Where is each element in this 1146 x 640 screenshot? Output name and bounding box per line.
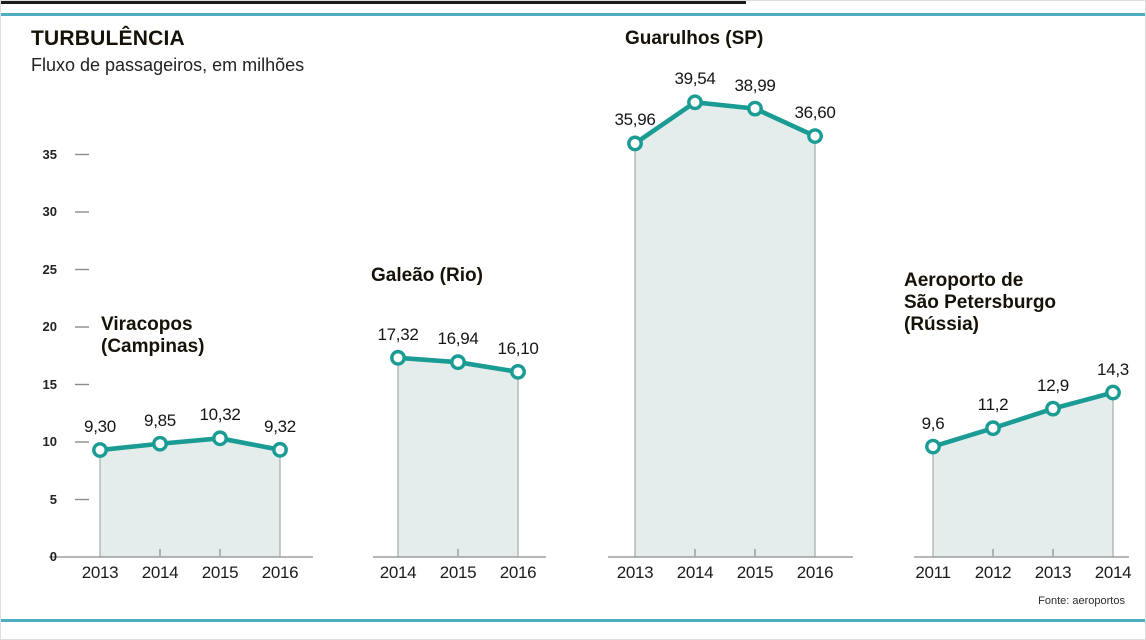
area-shape: [398, 357, 518, 557]
data-point-marker: [747, 100, 763, 117]
year-label: 2014: [379, 563, 417, 582]
year-label: 2016: [261, 563, 299, 582]
value-label: 9,32: [264, 416, 296, 436]
year-label: 2015: [439, 563, 477, 582]
value-label: 14,3: [1097, 359, 1129, 379]
y-axis-label: 25: [42, 261, 57, 277]
chart-title: Galeão (Rio): [371, 265, 483, 286]
top-black-bar: [1, 1, 746, 4]
y-axis-label: 20: [42, 319, 57, 334]
value-label: 16,10: [497, 338, 539, 358]
data-point-marker: [627, 135, 643, 152]
y-axis-label: 10: [42, 434, 57, 449]
data-line: [97, 436, 283, 453]
data-line: [632, 99, 818, 146]
y-axis-label: 5: [49, 491, 57, 507]
value-label: 12,9: [1037, 375, 1069, 395]
year-label: 2013: [616, 563, 654, 582]
data-point-marker: [272, 441, 288, 458]
area-shape: [100, 438, 280, 557]
value-label: 16,94: [437, 329, 479, 349]
year-label: 2013: [1034, 563, 1072, 582]
value-label: 9,6: [921, 413, 945, 433]
data-point-marker: [985, 420, 1001, 437]
y-axis-label: 15: [42, 376, 57, 392]
chart-title: Viracopos (Campinas): [101, 314, 205, 357]
y-axis-label: 0: [49, 549, 57, 564]
value-label: 11,2: [977, 395, 1009, 415]
top-accent-rule: [1, 13, 1145, 16]
year-label: 2014: [676, 563, 714, 582]
chart-title: Guarulhos (SP): [625, 28, 764, 49]
year-label: 2011: [915, 563, 951, 582]
year-label: 2013: [81, 563, 119, 582]
data-point-marker: [450, 354, 466, 371]
data-point-marker: [807, 128, 823, 145]
value-label: 10,32: [199, 405, 241, 425]
page-subtitle: Fluxo de passageiros, em milhões: [31, 55, 305, 75]
page-title: TURBULÊNCIA: [31, 27, 185, 50]
year-label: 2012: [974, 563, 1012, 582]
area-shape: [635, 102, 815, 557]
y-axis-label: 35: [42, 146, 57, 162]
year-label: 2016: [499, 563, 537, 582]
value-label: 35,96: [614, 110, 656, 130]
data-point-marker: [212, 430, 228, 447]
year-label: 2014: [1094, 563, 1132, 582]
data-point-marker: [92, 442, 108, 458]
year-label: 2014: [141, 563, 179, 582]
value-label: 39,54: [674, 69, 716, 89]
data-line: [930, 390, 1116, 449]
year-label: 2016: [796, 563, 834, 582]
bottom-accent-rule: [1, 619, 1145, 622]
chart-title: Aeroporto de São Petersburgo (Rússia): [904, 270, 1057, 335]
value-label: 9,85: [144, 410, 176, 430]
data-point-marker: [510, 363, 526, 380]
year-label: 2015: [201, 563, 239, 582]
data-point-marker: [925, 438, 941, 455]
y-axis-label: 30: [42, 204, 57, 219]
data-point-marker: [1105, 384, 1121, 401]
source-note: Fonte: aeroportos: [1038, 595, 1125, 607]
year-label: 2015: [736, 563, 774, 582]
data-point-marker: [1045, 400, 1061, 417]
data-point-marker: [152, 435, 168, 452]
value-label: 17,32: [377, 324, 419, 344]
value-label: 9,30: [84, 417, 116, 437]
data-point-marker: [687, 94, 703, 111]
value-label: 38,99: [734, 75, 776, 95]
data-point-marker: [390, 349, 406, 366]
value-label: 36,60: [794, 103, 836, 123]
